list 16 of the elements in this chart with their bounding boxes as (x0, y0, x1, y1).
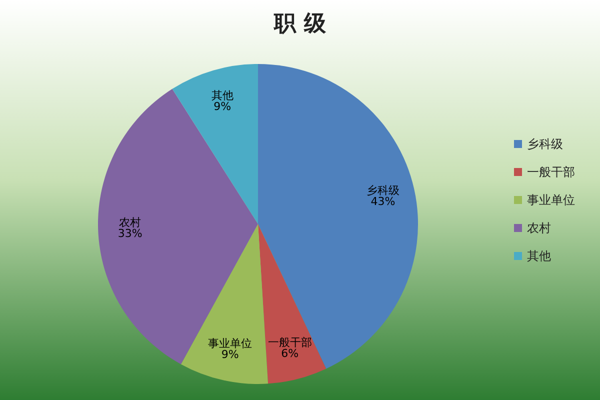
slice-label: 乡科级 (366, 184, 400, 198)
slice-label: 一般干部 (268, 336, 312, 349)
legend-label: 农村 (527, 221, 551, 235)
legend-label: 其他 (527, 249, 551, 263)
legend-label: 事业单位 (527, 193, 575, 207)
data-label: 33% (118, 227, 142, 240)
chart-title: 职 级 (273, 12, 327, 36)
data-label: 9% (214, 100, 232, 114)
slice-label: 其他 (211, 89, 234, 102)
slice-label: 事业单位 (208, 336, 252, 350)
data-label: 9% (221, 348, 239, 361)
legend-label: 乡科级 (527, 137, 563, 151)
slice-label: 农村 (119, 216, 142, 230)
legend-label: 一般干部 (527, 165, 575, 179)
data-label: 6% (281, 346, 299, 360)
data-label: 43% (370, 195, 396, 208)
